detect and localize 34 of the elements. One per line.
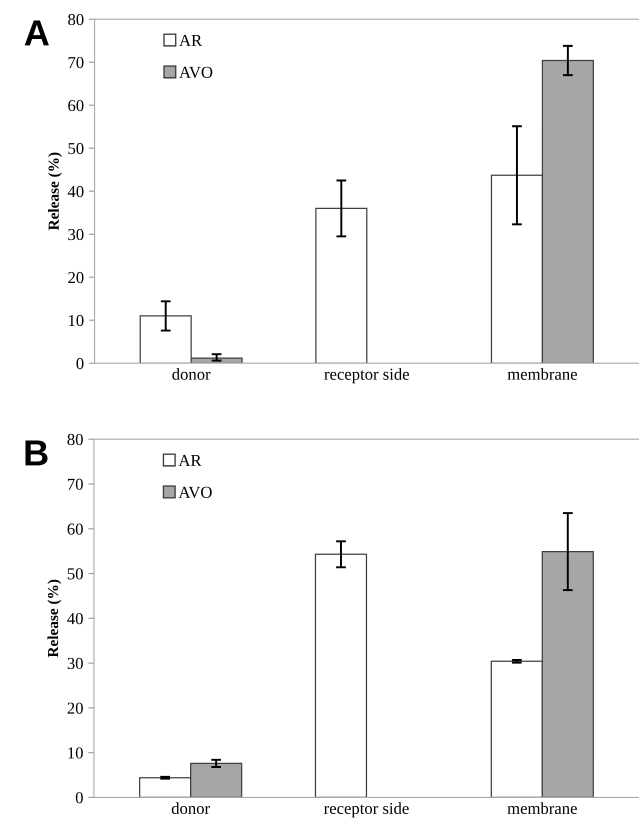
legend-label: AVO (178, 486, 212, 498)
bar (315, 208, 368, 364)
x-tick-label: receptor side (324, 802, 409, 818)
y-tick-label: 80 (68, 14, 84, 26)
text: A (24, 20, 49, 46)
x-tick-label: membrane (508, 368, 577, 380)
y-axis-title: Release (%) (47, 580, 62, 658)
x-tick-label: donor (172, 368, 210, 380)
x-tick-label: membrane (507, 802, 577, 814)
y-tick-label: 60 (68, 100, 84, 112)
bar (314, 554, 368, 798)
y-tick-label: 70 (68, 56, 84, 68)
legend-label: AR (178, 454, 202, 466)
y-tick-label: 30 (68, 228, 84, 240)
y-tick-label: 80 (67, 434, 83, 446)
x-tick-label: receptor side (324, 368, 410, 384)
y-tick-label: 50 (68, 568, 83, 580)
y-axis-title: Release (%) (48, 152, 62, 230)
y-tick-label: 50 (68, 142, 84, 154)
y-tick-label: 20 (68, 702, 83, 714)
text: B (25, 440, 48, 466)
y-tick-label: 20 (68, 272, 84, 284)
y-tick-label: 40 (68, 186, 84, 198)
x-tick-label: donor (172, 802, 210, 814)
y-tick-label: 10 (68, 747, 83, 759)
y-tick-label: 60 (68, 523, 83, 535)
y-tick-label: 0 (76, 792, 83, 804)
y-tick-label: 0 (76, 358, 84, 370)
y-tick-label: 30 (68, 658, 83, 670)
y-tick-label: 40 (67, 613, 83, 624)
y-tick-label: 70 (68, 478, 83, 490)
legend-label: AVO (179, 66, 212, 78)
legend-label: AR (179, 34, 202, 46)
y-tick-label: 10 (68, 314, 84, 326)
